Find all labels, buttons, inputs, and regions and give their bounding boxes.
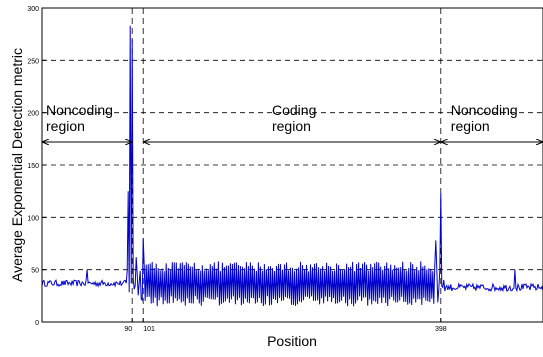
y-axis-label: Average Exponential Detection metric — [9, 48, 25, 282]
region-layer: NoncodingregionCodingregionNoncodingregi… — [43, 102, 542, 142]
region-label: region — [46, 118, 85, 134]
x-tick-label: 398 — [435, 326, 447, 333]
y-tick-label: 0 — [35, 320, 39, 327]
y-axis: 0 50 100 150 200 250 300 — [27, 6, 46, 327]
data-series-line — [41, 25, 543, 307]
region-label: Noncoding — [451, 102, 518, 118]
region-label: region — [451, 118, 490, 134]
y-tick-label: 250 — [27, 58, 39, 65]
x-tick-label: 90 — [124, 326, 132, 333]
region-label: Noncoding — [46, 102, 113, 118]
region-label: region — [272, 118, 311, 134]
x-tick-label: 101 — [143, 326, 155, 333]
x-axis: 90 101 398 — [124, 318, 447, 333]
y-tick-label: 50 — [31, 268, 39, 275]
y-tick-label: 300 — [27, 6, 39, 13]
y-tick-label: 150 — [27, 163, 39, 170]
series-layer — [41, 25, 543, 307]
region-label: Coding — [272, 102, 316, 118]
x-axis-label: Position — [267, 333, 317, 349]
y-tick-label: 100 — [27, 215, 39, 222]
grid-layer — [42, 59, 543, 271]
y-tick-label: 200 — [27, 111, 39, 118]
